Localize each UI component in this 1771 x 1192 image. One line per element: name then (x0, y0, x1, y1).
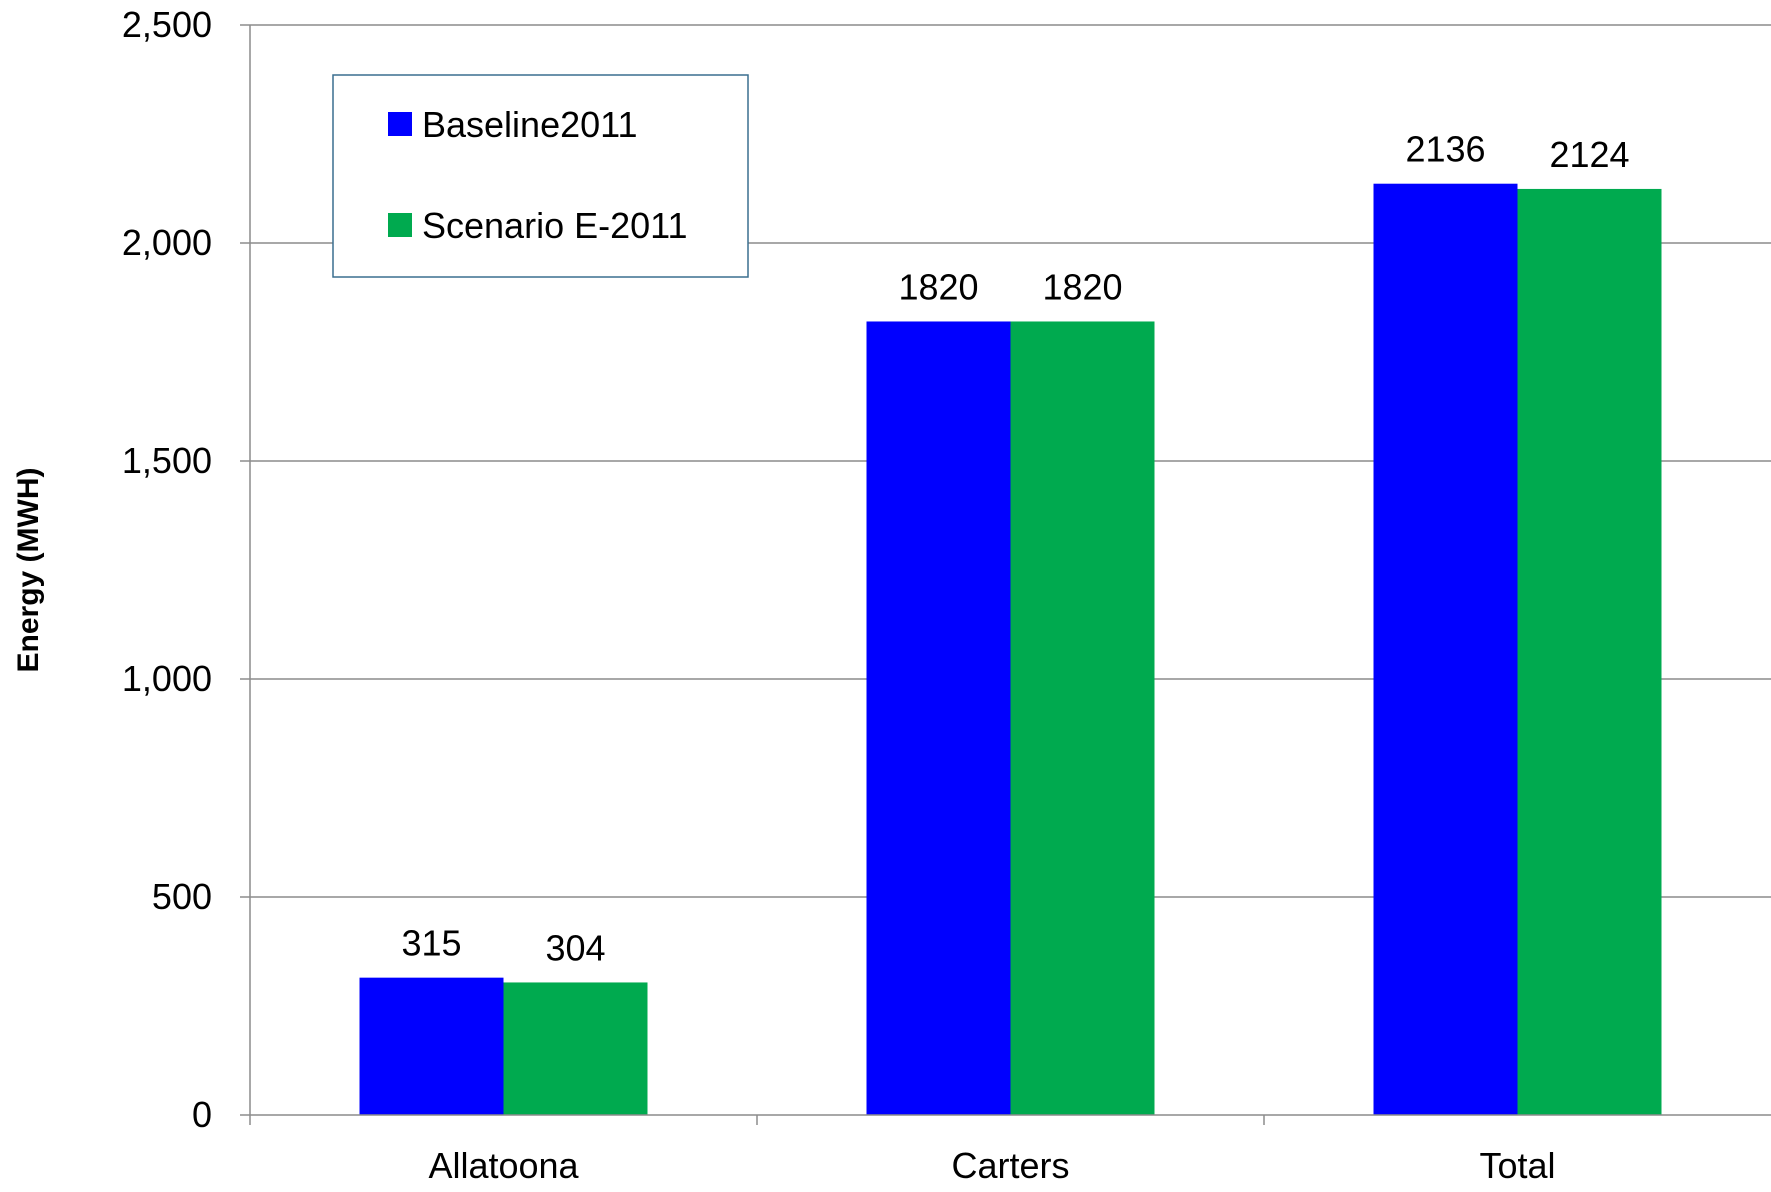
y-tick-label: 1,500 (122, 440, 212, 481)
bar-scenario-e-2011-carters (1010, 321, 1155, 1116)
legend-label: Scenario E-2011 (422, 205, 688, 246)
labels: 0 500 1,000 1,500 2,000 2,500 315 304 Allatoona 1… (122, 4, 1630, 1186)
data-label: 2136 (1405, 129, 1485, 170)
data-label: 315 (401, 923, 461, 964)
legend-swatch (388, 213, 412, 237)
data-label: 1820 (1042, 266, 1122, 307)
data-label: 2124 (1549, 134, 1629, 175)
bar-scenario-e-2011-total (1517, 188, 1662, 1115)
x-tick-label: Carters (951, 1145, 1069, 1186)
x-tick-label: Total (1479, 1145, 1555, 1186)
data-label: 304 (545, 927, 605, 968)
bars (359, 183, 1662, 1116)
y-tick-label: 0 (192, 1094, 212, 1135)
data-label: 1820 (898, 266, 978, 307)
legend-box (332, 74, 749, 278)
bar-baseline2011-allatoona (359, 977, 504, 1115)
axes (240, 24, 1771, 1125)
legend-label: Baseline2011 (422, 104, 638, 145)
bar-baseline2011-total (1373, 183, 1518, 1116)
x-tick-label: Allatoona (428, 1145, 579, 1186)
bar-scenario-e-2011-allatoona (503, 982, 648, 1115)
y-tick-label: 500 (152, 876, 212, 917)
y-axis-title: Energy (MWH) (12, 468, 45, 673)
legend-swatch (388, 112, 412, 136)
y-tick-label: 2,500 (122, 4, 212, 45)
legend: Baseline2011 Scenario E-2011 (332, 74, 749, 278)
y-tick-label: 1,000 (122, 658, 212, 699)
y-tick-label: 2,000 (122, 222, 212, 263)
bar-baseline2011-carters (866, 321, 1011, 1116)
